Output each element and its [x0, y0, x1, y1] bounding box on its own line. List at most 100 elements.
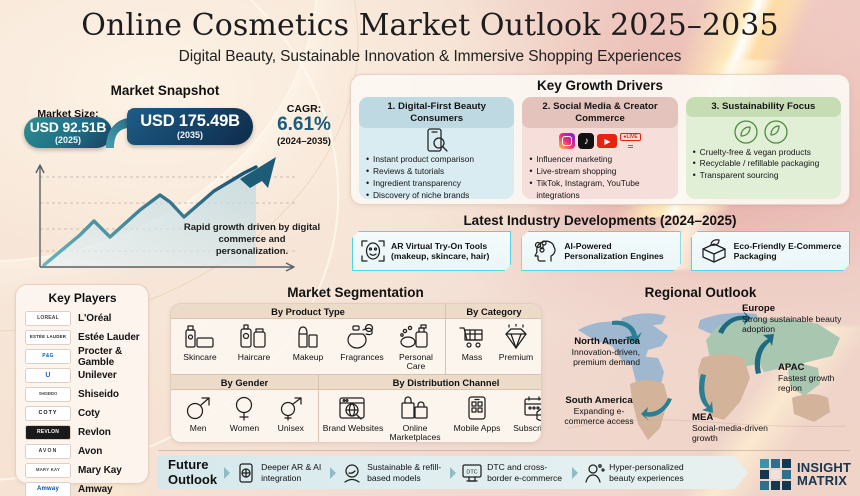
- haircare-bottles-icon: [236, 322, 272, 352]
- social-platform-icons: ♪ ▶ ●LIVE ⚌: [522, 128, 677, 154]
- key-player-row[interactable]: U Unilever: [25, 367, 140, 384]
- developments-row: AR Virtual Try-On Tools (makeup, skincar…: [352, 231, 850, 271]
- future-outlook-step[interactable]: Sustainable & refill-based models: [341, 462, 445, 484]
- segment-item[interactable]: Skincare: [174, 322, 226, 372]
- key-player-name: Coty: [78, 408, 100, 419]
- growth-driver-bullet: Transparent sourcing: [693, 169, 836, 182]
- region-arrow-south-america: [640, 395, 674, 426]
- growth-driver-card[interactable]: 3. Sustainability Focus Cruelty-free & v…: [685, 97, 841, 199]
- segment-group-title-distribution: By Distribution Channel: [319, 375, 541, 390]
- brand-logo: INSIGHT MATRIX: [760, 458, 856, 490]
- future-outlook-step[interactable]: DTC DTC and cross-border e-commerce: [461, 462, 567, 484]
- segment-item[interactable]: Mass: [450, 322, 494, 362]
- segment-items-category: Mass Premium: [446, 319, 541, 362]
- segment-item[interactable]: Makeup: [282, 322, 334, 372]
- key-player-row[interactable]: Amway Amway: [25, 481, 140, 496]
- region-arrow-apac: [750, 332, 778, 381]
- skincare-bottles-icon: [182, 322, 218, 352]
- future-outlook-bar: Future Outlook Deeper AR & AI integratio…: [158, 456, 748, 489]
- market-size-base-pill: USD 92.51B (2025): [24, 117, 112, 148]
- key-player-row[interactable]: AVON Avon: [25, 443, 140, 460]
- soap-dispenser-icon: [398, 322, 434, 352]
- market-snapshot-heading: Market Snapshot: [110, 83, 220, 98]
- growth-driver-title: 3. Sustainability Focus: [685, 97, 841, 117]
- calendar-box-icon: [523, 393, 541, 423]
- future-outlook-step-text: Deeper AR & AI integration: [261, 462, 322, 483]
- growth-driver-bullet: Discovery of niche brands: [366, 189, 509, 202]
- key-player-row[interactable]: COTY Coty: [25, 405, 140, 422]
- diamond-icon: [502, 322, 530, 352]
- key-player-logo: ESTÉE LAUDER: [25, 330, 71, 345]
- region-arrow-mea: [695, 372, 721, 419]
- segment-item[interactable]: Mobile Apps: [446, 393, 508, 442]
- segment-item[interactable]: Unisex: [269, 393, 313, 433]
- segment-item[interactable]: Men: [176, 393, 220, 433]
- segment-items-distribution: Brand Websites Online Marketplaces Mobil…: [319, 390, 541, 442]
- development-card[interactable]: AR Virtual Try-On Tools (makeup, skincar…: [352, 231, 511, 271]
- key-player-row[interactable]: MARY KAY Mary Kay: [25, 462, 140, 479]
- future-outlook-step-text: DTC and cross-border e-commerce: [487, 462, 563, 483]
- market-size-forecast-pill: USD 175.49B (2035): [127, 108, 253, 145]
- chevron-right-icon: [450, 467, 456, 479]
- ar-phone-icon: [235, 462, 257, 484]
- key-player-row[interactable]: LOREAL L'Oréal: [25, 310, 140, 327]
- lipstick-icon: [293, 322, 323, 352]
- development-card[interactable]: AI-Powered Personalization Engines: [521, 231, 680, 271]
- development-text: AR Virtual Try-On Tools (makeup, skincar…: [391, 240, 490, 261]
- segment-item[interactable]: Premium: [494, 322, 538, 362]
- segment-items-product-type: Skincare Haircare Makeup Fragrances Pers…: [171, 319, 445, 372]
- segment-item[interactable]: Subscriptions: [508, 393, 541, 442]
- developments-heading: Latest Industry Developments (2024–2025): [463, 213, 737, 228]
- cagr-block: CAGR: 6.61% (2024–2035): [277, 103, 331, 147]
- chevron-right-icon: [572, 467, 578, 479]
- key-player-logo: COTY: [25, 406, 71, 421]
- segment-item[interactable]: Personal Care: [390, 322, 442, 372]
- segment-item[interactable]: Women: [222, 393, 266, 433]
- ar-face-scan-icon: [360, 238, 386, 264]
- segment-item-label: Mobile Apps: [453, 423, 501, 433]
- page-subtitle: Digital Beauty, Sustainable Innovation &…: [178, 48, 682, 65]
- region-label-apac: APAC Fastest growth region: [778, 362, 835, 394]
- key-player-name: Estée Lauder: [78, 332, 140, 343]
- brand-name-line2: MATRIX: [797, 473, 848, 488]
- segment-item[interactable]: Fragrances: [336, 322, 388, 372]
- key-player-name: Mary Kay: [78, 465, 122, 476]
- growth-driver-bullet: Reviews & tutorials: [366, 165, 509, 178]
- growth-driver-title: 1. Digital-First Beauty Consumers: [359, 97, 515, 128]
- key-player-name: Unilever: [78, 370, 117, 381]
- segment-item[interactable]: Online Marketplaces: [384, 393, 446, 442]
- segment-item[interactable]: Haircare: [228, 322, 280, 372]
- future-outlook-step[interactable]: Deeper AR & AI integration: [235, 462, 325, 484]
- key-player-name: Shiseido: [78, 389, 119, 400]
- growth-driver-title: 2. Social Media & Creator Commerce: [522, 97, 678, 128]
- growth-driver-card[interactable]: 1. Digital-First Beauty Consumers Instan…: [359, 97, 515, 202]
- key-player-logo: P&G: [25, 349, 71, 364]
- unisex-symbol-icon: [277, 393, 305, 423]
- growth-driver-card[interactable]: 2. Social Media & Creator Commerce ♪ ▶ ●…: [522, 97, 678, 200]
- growth-drivers-panel: Key Growth Drivers 1. Digital-First Beau…: [350, 74, 850, 205]
- segment-item[interactable]: Brand Websites: [322, 393, 384, 442]
- segment-item-label: Personal Care: [399, 352, 433, 372]
- segment-item-label: Women: [229, 423, 260, 433]
- growth-trend-chart: [18, 155, 318, 273]
- key-player-row[interactable]: REVLON Revlon: [25, 424, 140, 441]
- development-card[interactable]: Eco-Friendly E-Commerce Packaging: [691, 231, 850, 271]
- region-label-south-america: South America Expanding e-commerce acces…: [564, 395, 634, 427]
- key-player-name: Avon: [78, 446, 103, 457]
- key-player-row[interactable]: SHISEIDO Shiseido: [25, 386, 140, 403]
- key-player-row[interactable]: P&G Procter & Gamble: [25, 345, 140, 368]
- key-player-row[interactable]: ESTÉE LAUDER Estée Lauder: [25, 329, 140, 346]
- key-player-name: Procter & Gamble: [78, 345, 123, 368]
- footer-divider: [158, 450, 850, 451]
- key-player-logo: U: [25, 368, 71, 383]
- key-player-name: Revlon: [78, 427, 111, 438]
- future-outlook-step[interactable]: Hyper-personalized beauty experiences: [583, 462, 695, 484]
- segment-item-label: Premium: [498, 352, 534, 362]
- key-players-panel: Key Players LOREAL L'Oréal ESTÉE LAUDER …: [15, 284, 149, 496]
- key-player-name: L'Oréal: [78, 313, 112, 324]
- segmentation-panel: By Product Type Skincare Haircare Makeup…: [170, 303, 542, 443]
- segment-group-title-gender: By Gender: [171, 375, 318, 390]
- chevron-right-icon: [224, 467, 230, 479]
- growth-driver-bullet: Cruelty-free & vegan products: [693, 146, 836, 159]
- growth-drivers-heading: Key Growth Drivers: [536, 78, 664, 93]
